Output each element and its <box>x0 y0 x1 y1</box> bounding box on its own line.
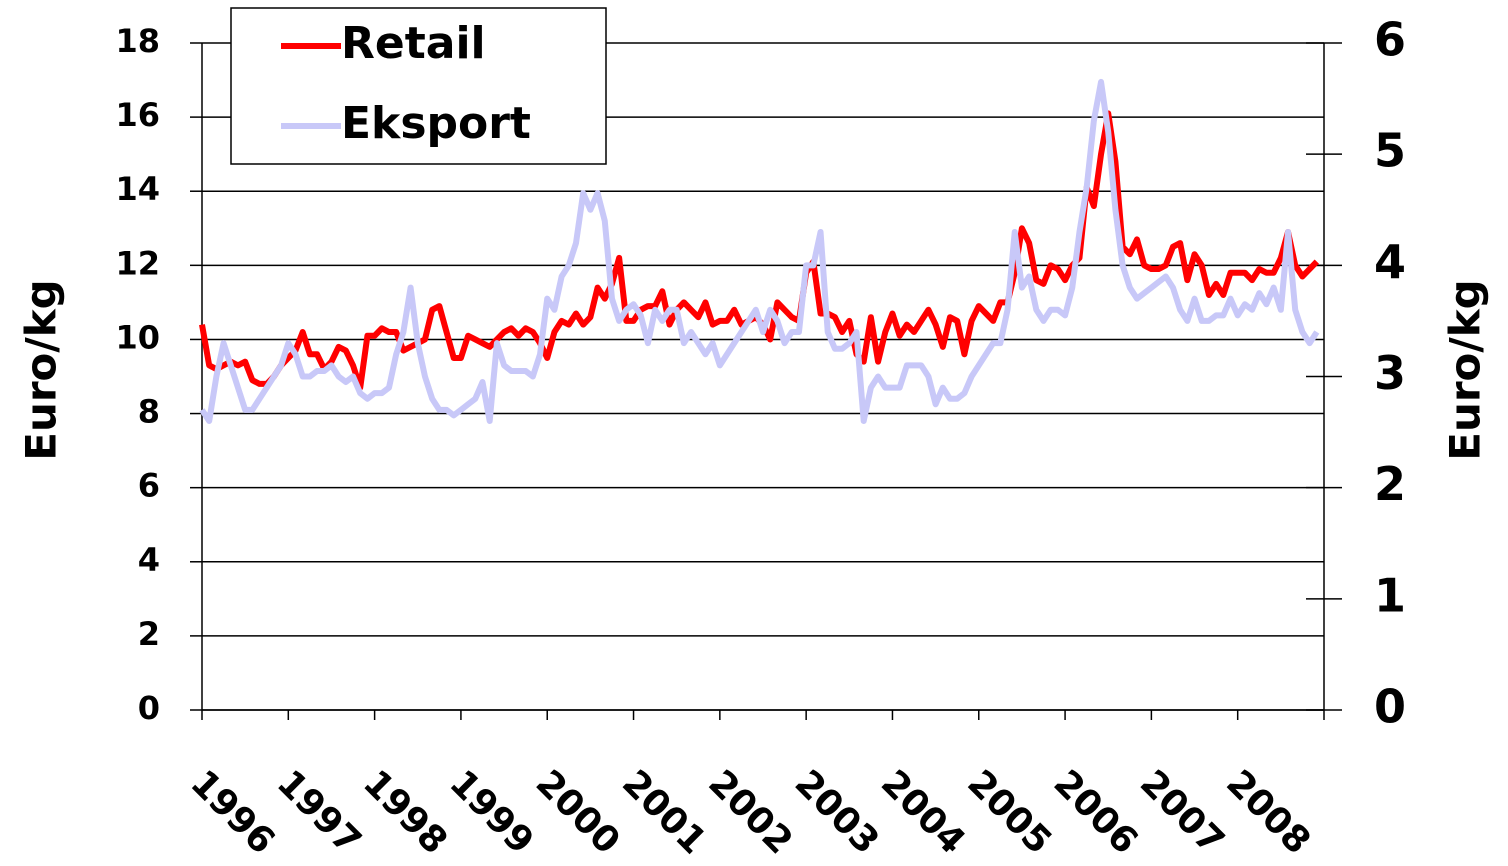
y2-tick-label: 3 <box>1374 346 1406 400</box>
y2-axis-label: Euro/kg <box>1441 279 1490 461</box>
y2-tick-label: 6 <box>1374 13 1406 67</box>
y-tick-label: 4 <box>138 541 160 579</box>
legend-label: Eksport <box>341 98 531 149</box>
x-tick-label: 1997 <box>269 762 369 862</box>
legend: Retail Eksport <box>230 7 607 165</box>
y-tick-label: 10 <box>115 318 160 356</box>
x-tick-label: 2005 <box>959 762 1059 862</box>
y2-tick-label: 0 <box>1374 680 1406 734</box>
y-tick-label: 12 <box>115 244 160 282</box>
y-tick-label: 8 <box>138 393 160 431</box>
x-tick-label: 1999 <box>441 762 541 862</box>
x-tick-label: 2001 <box>614 762 714 862</box>
x-tick-label: 2004 <box>873 762 973 862</box>
x-tick-label: 2000 <box>528 762 628 862</box>
y-tick-label: 18 <box>115 22 160 60</box>
legend-label: Retail <box>341 18 486 69</box>
x-tick-label: 2003 <box>787 762 887 862</box>
series-line <box>199 78 1320 424</box>
x-tick-label: 2006 <box>1046 762 1146 862</box>
y-tick-label: 16 <box>115 96 160 134</box>
y-tick-label: 0 <box>138 689 160 727</box>
y-tick-label: 6 <box>138 467 160 505</box>
x-tick-label: 2007 <box>1132 762 1232 862</box>
legend-box <box>230 7 607 165</box>
y2-tick-label: 1 <box>1374 568 1406 622</box>
y-tick-label: 2 <box>138 615 160 653</box>
y-axis-label: Euro/kg <box>17 279 66 461</box>
x-tick-label: 1998 <box>355 762 455 862</box>
y2-tick-label: 2 <box>1374 457 1406 511</box>
x-tick-label: 2002 <box>700 762 800 862</box>
x-tick-label: 1996 <box>183 762 283 862</box>
y-tick-label: 14 <box>115 170 160 208</box>
y2-tick-label: 4 <box>1374 235 1406 289</box>
y2-tick-label: 5 <box>1374 124 1406 178</box>
x-tick-label: 2008 <box>1218 762 1318 862</box>
